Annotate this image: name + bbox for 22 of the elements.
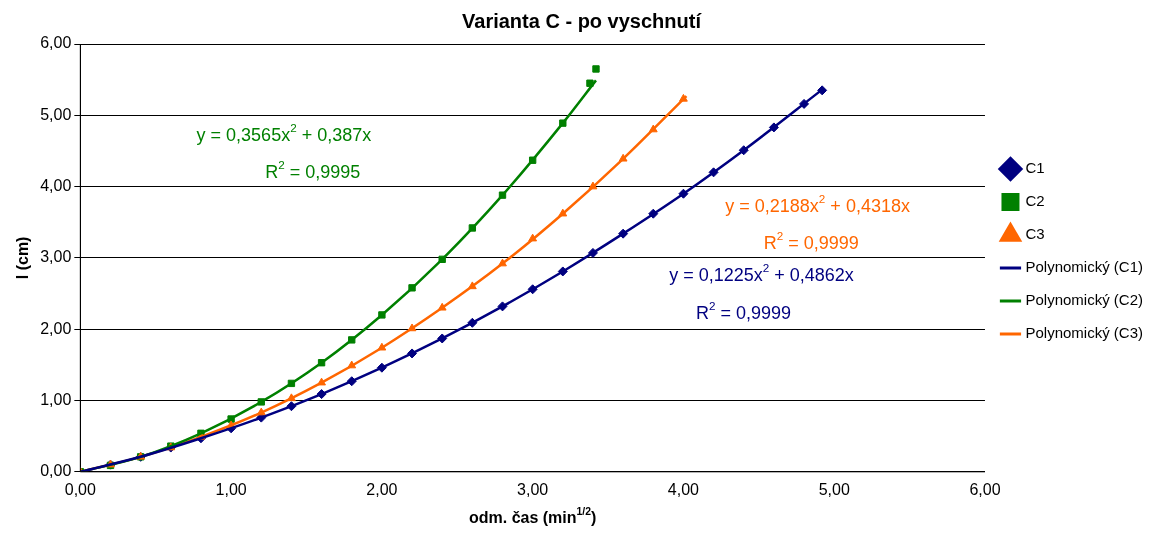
legend-label: Polynomický (C2)	[1025, 291, 1144, 309]
x-tick-label: 5,00	[818, 480, 850, 498]
x-tick-label: 1,00	[215, 480, 247, 498]
legend-label: Polynomický (C3)	[1025, 324, 1144, 342]
legend-label: C1	[1025, 159, 1045, 177]
x-tick-label: 2,00	[366, 480, 398, 498]
x-tick-label: 0,00	[64, 480, 97, 498]
x-tick-label: 4,00	[667, 480, 700, 498]
y-tick-label: 4,00	[40, 177, 72, 195]
legend-label: C3	[1025, 225, 1045, 243]
y-tick-label: 1,00	[40, 390, 72, 408]
legend-label: C2	[1025, 192, 1045, 210]
x-tick-label: 6,00	[969, 480, 1001, 498]
y-tick-label: 3,00	[40, 248, 72, 266]
legend-label: Polynomický (C1)	[1025, 258, 1144, 276]
y-tick-label: 2,00	[40, 319, 72, 337]
y-tick-label: 6,00	[40, 34, 72, 52]
y-tick-label: 0,00	[40, 462, 72, 480]
y-axis-title: l (cm)	[14, 236, 32, 280]
x-tick-label: 3,00	[517, 480, 549, 498]
chart-title: Varianta C - po vyschnutí	[462, 9, 703, 32]
y-tick-label: 5,00	[40, 105, 72, 123]
